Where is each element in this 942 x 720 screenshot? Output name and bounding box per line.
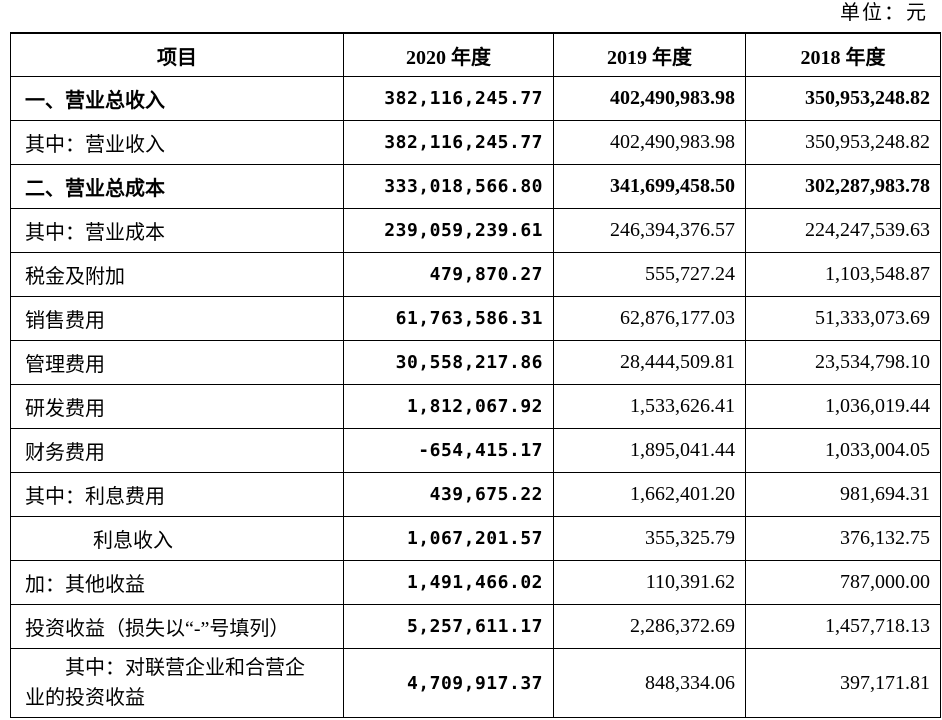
row-label-text: 销售费用: [25, 310, 105, 332]
row-label: 其中：利息费用: [10, 472, 344, 517]
amount-cell: 1,662,401.20: [553, 472, 746, 517]
table-row: 利息收入 1,067,201.57 355,325.79 376,132.75: [10, 516, 941, 561]
amount-cell: 350,953,248.82: [745, 120, 941, 165]
amount-cell: 382,116,245.77: [343, 120, 554, 165]
header-cell: 2019 年度: [553, 32, 746, 77]
income-table: 项目 2020 年度 2019 年度 2018 年度 一、营业总收入 382,116,2…: [10, 32, 941, 718]
row-label-text: 利息收入: [93, 530, 173, 552]
amount-cell: 1,812,067.92: [343, 384, 554, 429]
amount-cell: 1,067,201.57: [343, 516, 554, 561]
row-label: 二、营业总成本: [10, 164, 344, 209]
amount-cell: 402,490,983.98: [553, 120, 746, 165]
row-label: 投资收益（损失以“-”号填列）: [10, 604, 344, 649]
row-label: 管理费用: [10, 340, 344, 385]
row-label-text: 研发费用: [25, 398, 105, 420]
amount-cell: 28,444,509.81: [553, 340, 746, 385]
amount-cell: 246,394,376.57: [553, 208, 746, 253]
amount-cell: 341,699,458.50: [553, 164, 746, 209]
amount-cell: 1,036,019.44: [745, 384, 941, 429]
amount-cell: 333,018,566.80: [343, 164, 554, 209]
amount-cell: 355,325.79: [553, 516, 746, 561]
amount-cell: -654,415.17: [343, 428, 554, 473]
row-label-text: 税金及附加: [25, 266, 125, 288]
amount-cell: 5,257,611.17: [343, 604, 554, 649]
amount-cell: 4,709,917.37: [343, 648, 554, 718]
table-row: 研发费用 1,812,067.92 1,533,626.41 1,036,019.44: [10, 384, 941, 429]
table-row: 税金及附加 479,870.27 555,727.24 1,103,548.87: [10, 252, 941, 297]
amount-cell: 848,334.06: [553, 648, 746, 718]
row-label: 税金及附加: [10, 252, 344, 297]
row-label-text: 其中：对联营企业和合营企业的投资收益: [25, 657, 305, 709]
row-label-text: 管理费用: [25, 354, 105, 376]
row-label: 一、营业总收入: [10, 76, 344, 121]
amount-cell: 61,763,586.31: [343, 296, 554, 341]
table-row: 其中：营业收入 382,116,245.77 402,490,983.98 350,9…: [10, 120, 941, 165]
amount-cell: 376,132.75: [745, 516, 941, 561]
table-row: 其中：利息费用 439,675.22 1,662,401.20 981,694.31: [10, 472, 941, 517]
row-label-text: 投资收益（损失以“-”号填列）: [25, 618, 290, 640]
row-label-text: 其中：营业收入: [25, 134, 165, 156]
table-row: 财务费用 -654,415.17 1,895,041.44 1,033,004.05: [10, 428, 941, 473]
row-label-text: 一、营业总收入: [25, 90, 165, 112]
table-row: 销售费用 61,763,586.31 62,876,177.03 51,333,073…: [10, 296, 941, 341]
table-row: 一、营业总收入 382,116,245.77 402,490,983.98 350,9…: [10, 76, 941, 121]
header-cell: 项目: [10, 32, 344, 77]
header-cell: 2018 年度: [745, 32, 941, 77]
row-label-text: 其中：营业成本: [25, 222, 165, 244]
row-label: 加：其他收益: [10, 560, 344, 605]
amount-cell: 239,059,239.61: [343, 208, 554, 253]
row-label-text: 其中：利息费用: [25, 486, 165, 508]
amount-cell: 981,694.31: [745, 472, 941, 517]
unit-note: 单位：元: [840, 2, 928, 24]
row-label: 销售费用: [10, 296, 344, 341]
amount-cell: 1,033,004.05: [745, 428, 941, 473]
table-row: 加：其他收益 1,491,466.02 110,391.62 787,000.00: [10, 560, 941, 605]
amount-cell: 110,391.62: [553, 560, 746, 605]
amount-cell: 397,171.81: [745, 648, 941, 718]
amount-cell: 1,533,626.41: [553, 384, 746, 429]
header-row: 项目 2020 年度 2019 年度 2018 年度: [10, 32, 941, 77]
row-label-text: 财务费用: [25, 442, 105, 464]
row-label: 其中：营业收入: [10, 120, 344, 165]
row-label: 其中：对联营企业和合营企业的投资收益: [10, 648, 344, 718]
table-row: 其中：对联营企业和合营企业的投资收益 4,709,917.37 848,334.06…: [10, 648, 941, 718]
row-label-text: 加：其他收益: [25, 574, 145, 596]
row-label: 财务费用: [10, 428, 344, 473]
header-cell: 2020 年度: [343, 32, 554, 77]
row-label: 其中：营业成本: [10, 208, 344, 253]
amount-cell: 555,727.24: [553, 252, 746, 297]
row-label: 研发费用: [10, 384, 344, 429]
amount-cell: 1,103,548.87: [745, 252, 941, 297]
amount-cell: 2,286,372.69: [553, 604, 746, 649]
amount-cell: 23,534,798.10: [745, 340, 941, 385]
amount-cell: 402,490,983.98: [553, 76, 746, 121]
table-row: 投资收益（损失以“-”号填列） 5,257,611.17 2,286,372.69 1…: [10, 604, 941, 649]
amount-cell: 350,953,248.82: [745, 76, 941, 121]
table-row: 管理费用 30,558,217.86 28,444,509.81 23,534,798…: [10, 340, 941, 385]
amount-cell: 302,287,983.78: [745, 164, 941, 209]
amount-cell: 1,491,466.02: [343, 560, 554, 605]
table-body: 一、营业总收入 382,116,245.77 402,490,983.98 350,9…: [10, 76, 941, 718]
amount-cell: 787,000.00: [745, 560, 941, 605]
amount-cell: 51,333,073.69: [745, 296, 941, 341]
amount-cell: 224,247,539.63: [745, 208, 941, 253]
row-label-text: 二、营业总成本: [25, 178, 165, 200]
amount-cell: 382,116,245.77: [343, 76, 554, 121]
amount-cell: 1,457,718.13: [745, 604, 941, 649]
amount-cell: 479,870.27: [343, 252, 554, 297]
row-label: 利息收入: [10, 516, 344, 561]
table-header: 项目 2020 年度 2019 年度 2018 年度: [10, 32, 941, 77]
amount-cell: 62,876,177.03: [553, 296, 746, 341]
amount-cell: 30,558,217.86: [343, 340, 554, 385]
table-row: 其中：营业成本 239,059,239.61 246,394,376.57 224,2…: [10, 208, 941, 253]
table-row: 二、营业总成本 333,018,566.80 341,699,458.50 302,2…: [10, 164, 941, 209]
amount-cell: 439,675.22: [343, 472, 554, 517]
amount-cell: 1,895,041.44: [553, 428, 746, 473]
